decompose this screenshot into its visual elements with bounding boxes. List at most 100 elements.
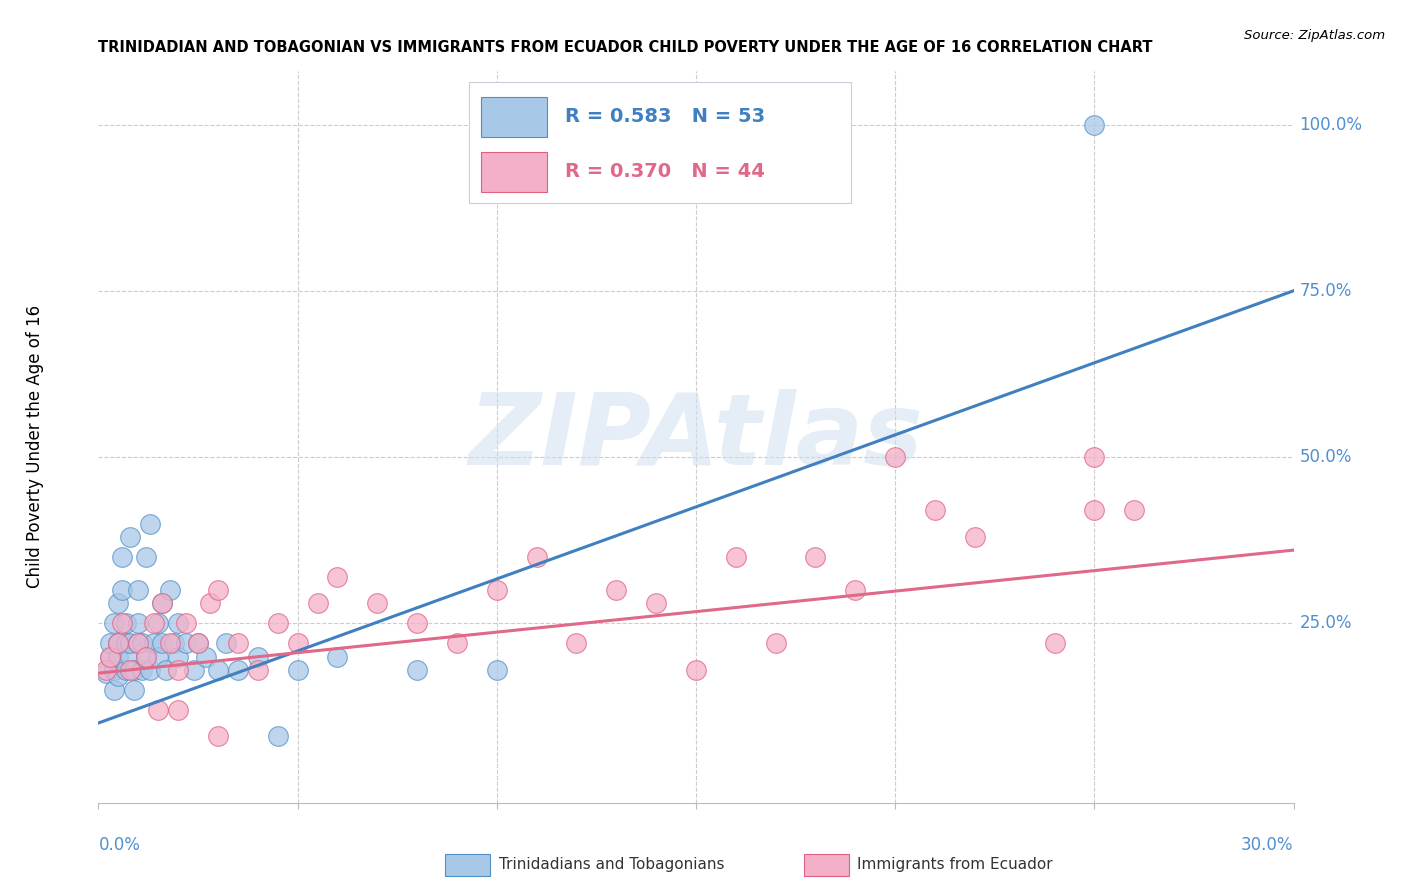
Point xyxy=(159,636,181,650)
Text: TRINIDADIAN AND TOBAGONIAN VS IMMIGRANTS FROM ECUADOR CHILD POVERTY UNDER THE AG: TRINIDADIAN AND TOBAGONIAN VS IMMIGRANTS… xyxy=(98,40,1153,55)
Point xyxy=(187,636,209,650)
Point xyxy=(124,663,146,677)
Point xyxy=(446,636,468,650)
Point xyxy=(195,649,218,664)
Point xyxy=(150,636,173,650)
Point xyxy=(167,649,190,664)
Point xyxy=(111,616,134,631)
Point xyxy=(207,729,229,743)
Text: Source: ZipAtlas.com: Source: ZipAtlas.com xyxy=(1244,29,1385,42)
Point xyxy=(924,503,946,517)
Text: 100.0%: 100.0% xyxy=(1299,116,1362,134)
Point xyxy=(765,636,787,650)
Point xyxy=(163,636,186,650)
Point xyxy=(96,666,118,681)
FancyBboxPatch shape xyxy=(804,854,849,876)
Point xyxy=(107,649,129,664)
Point xyxy=(135,549,157,564)
Point xyxy=(246,663,269,677)
Point xyxy=(139,516,162,531)
Point xyxy=(135,649,157,664)
Point xyxy=(115,663,138,677)
Point xyxy=(267,729,290,743)
Point xyxy=(127,582,149,597)
Point xyxy=(1083,450,1105,464)
Point xyxy=(406,616,429,631)
Point xyxy=(215,636,238,650)
Point xyxy=(120,530,142,544)
Point xyxy=(115,636,138,650)
Text: 50.0%: 50.0% xyxy=(1299,448,1353,466)
Point xyxy=(526,549,548,564)
Point xyxy=(326,649,349,664)
FancyBboxPatch shape xyxy=(470,82,852,203)
Text: 25.0%: 25.0% xyxy=(1299,615,1353,632)
Point xyxy=(107,636,129,650)
Text: R = 0.370   N = 44: R = 0.370 N = 44 xyxy=(565,162,765,181)
Point xyxy=(207,582,229,597)
Point xyxy=(167,616,190,631)
Point xyxy=(98,636,122,650)
Point xyxy=(884,450,907,464)
Point xyxy=(174,616,197,631)
Point xyxy=(127,616,149,631)
Point xyxy=(187,636,209,650)
Point xyxy=(844,582,866,597)
Point xyxy=(96,663,118,677)
Text: 0.0%: 0.0% xyxy=(98,836,141,854)
Point xyxy=(107,636,129,650)
Point xyxy=(139,663,162,677)
Point xyxy=(174,636,197,650)
Point xyxy=(155,663,177,677)
Text: Immigrants from Ecuador: Immigrants from Ecuador xyxy=(858,857,1053,872)
Point xyxy=(645,596,668,610)
Point xyxy=(148,703,170,717)
Text: 75.0%: 75.0% xyxy=(1299,282,1353,300)
Point xyxy=(167,703,190,717)
Point xyxy=(115,616,138,631)
Point xyxy=(267,616,290,631)
Point xyxy=(98,649,122,664)
Point xyxy=(107,669,129,683)
Point xyxy=(287,636,309,650)
Point xyxy=(131,636,153,650)
Point xyxy=(287,663,309,677)
Point xyxy=(131,663,153,677)
Point xyxy=(207,663,229,677)
Point xyxy=(135,649,157,664)
Point xyxy=(366,596,388,610)
Point xyxy=(167,663,190,677)
Text: R = 0.583   N = 53: R = 0.583 N = 53 xyxy=(565,107,765,126)
FancyBboxPatch shape xyxy=(481,97,547,137)
Point xyxy=(307,596,329,610)
Point xyxy=(103,663,125,677)
Point xyxy=(107,596,129,610)
Point xyxy=(1083,118,1105,132)
Point xyxy=(565,636,588,650)
Point xyxy=(1123,503,1146,517)
Point xyxy=(605,582,627,597)
Point xyxy=(804,549,827,564)
Point xyxy=(124,682,146,697)
Point xyxy=(98,649,122,664)
Point xyxy=(143,616,166,631)
Point xyxy=(150,596,173,610)
Point xyxy=(143,636,166,650)
Point xyxy=(103,616,125,631)
Text: 30.0%: 30.0% xyxy=(1241,836,1294,854)
Point xyxy=(127,636,149,650)
Point xyxy=(148,616,170,631)
Text: Child Poverty Under the Age of 16: Child Poverty Under the Age of 16 xyxy=(27,304,44,588)
Point xyxy=(120,663,142,677)
Point xyxy=(685,663,707,677)
Point xyxy=(148,649,170,664)
Point xyxy=(1043,636,1066,650)
Point xyxy=(111,549,134,564)
Point xyxy=(226,636,249,650)
Point xyxy=(485,663,508,677)
FancyBboxPatch shape xyxy=(481,152,547,192)
Point xyxy=(127,636,149,650)
Point xyxy=(963,530,986,544)
Text: ZIPAtlas: ZIPAtlas xyxy=(468,389,924,485)
Point xyxy=(485,582,508,597)
